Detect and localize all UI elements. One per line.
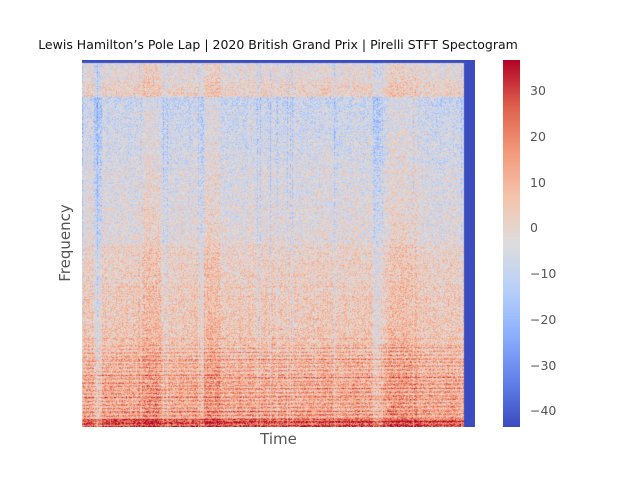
- colorbar-tick-label: 0: [530, 220, 538, 236]
- chart-title: Lewis Hamilton’s Pole Lap | 2020 British…: [38, 37, 518, 52]
- colorbar-tick-label: −40: [530, 403, 557, 419]
- colorbar-tick-label: 10: [530, 174, 546, 190]
- colorbar-tick-label: 20: [530, 128, 546, 144]
- colorbar-tick-label: −20: [530, 311, 557, 327]
- colorbar-tick-label: −10: [530, 266, 557, 282]
- colorbar: [503, 60, 520, 427]
- colorbar-tick-label: −30: [530, 357, 557, 373]
- y-axis-label: Frequency: [56, 204, 74, 282]
- spectrogram-plot-area: [82, 60, 475, 427]
- colorbar-tick-label: 30: [530, 83, 546, 99]
- x-axis-label: Time: [260, 430, 297, 448]
